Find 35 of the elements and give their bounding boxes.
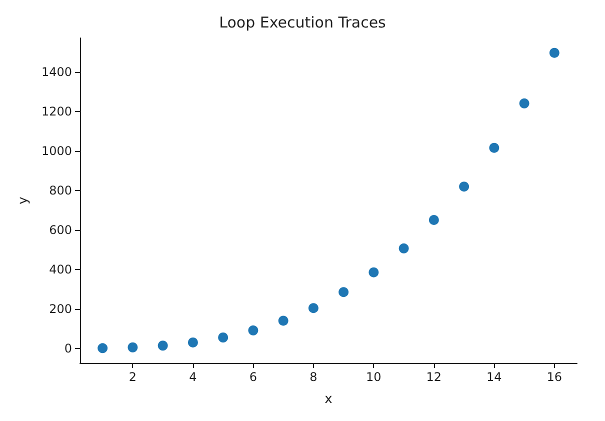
y-tick-label: 0 xyxy=(64,341,72,356)
point xyxy=(398,243,409,254)
point xyxy=(549,48,560,58)
y-tick-label: 400 xyxy=(49,262,72,276)
x-tick-label: 16 xyxy=(546,370,562,384)
point xyxy=(98,343,108,354)
point xyxy=(248,325,258,336)
x-tick-label: 2 xyxy=(128,370,137,384)
point xyxy=(459,182,470,192)
y-tick-label: 800 xyxy=(49,183,72,198)
point xyxy=(519,98,530,108)
y-tick-label: 200 xyxy=(49,302,72,316)
point xyxy=(128,342,138,352)
x-tick-label: 8 xyxy=(310,370,318,384)
point xyxy=(278,316,288,326)
point xyxy=(368,267,379,278)
y-tick-label: 600 xyxy=(49,222,72,237)
y-tick-label: 1200 xyxy=(41,104,72,118)
point xyxy=(218,332,228,343)
point xyxy=(188,337,198,348)
x-tick-label: 10 xyxy=(366,370,382,384)
x-tick-label: 4 xyxy=(189,370,197,384)
chart-title: Loop Execution Traces xyxy=(219,14,386,32)
y-tick-label: 1000 xyxy=(41,144,72,158)
point xyxy=(158,340,168,351)
x-tick-label: 12 xyxy=(426,370,442,384)
point xyxy=(308,303,318,314)
x-axis-title: x xyxy=(324,392,333,407)
point xyxy=(428,214,439,225)
y-axis-title: y xyxy=(16,196,31,204)
x-tick-label: 6 xyxy=(249,370,258,384)
point xyxy=(489,142,500,153)
point xyxy=(338,287,349,298)
y-tick-label: 1400 xyxy=(41,64,72,79)
x-tick-label: 14 xyxy=(486,370,502,384)
